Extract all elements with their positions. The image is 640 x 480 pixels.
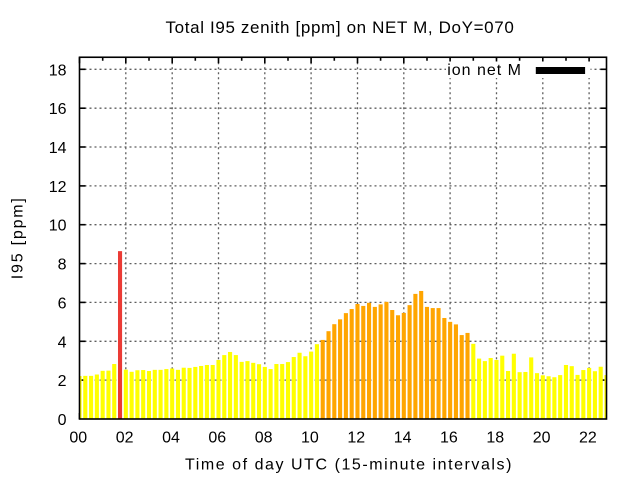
svg-text:Time of day UTC (15-minute int: Time of day UTC (15-minute intervals): [185, 456, 513, 473]
svg-text:8: 8: [58, 257, 67, 274]
svg-text:06: 06: [208, 430, 226, 447]
svg-text:2: 2: [58, 373, 67, 390]
svg-text:0: 0: [58, 412, 67, 429]
svg-text:4: 4: [58, 334, 67, 351]
svg-text:12: 12: [49, 179, 67, 196]
svg-text:18: 18: [49, 62, 67, 79]
svg-text:10: 10: [301, 430, 319, 447]
svg-text:16: 16: [49, 101, 67, 118]
svg-text:14: 14: [49, 140, 67, 157]
svg-text:I95 [ppm]: I95 [ppm]: [9, 196, 26, 279]
svg-text:20: 20: [533, 430, 551, 447]
svg-text:16: 16: [440, 430, 458, 447]
svg-text:18: 18: [486, 430, 504, 447]
svg-text:6: 6: [58, 295, 67, 312]
svg-text:00: 00: [69, 430, 87, 447]
svg-text:10: 10: [49, 218, 67, 235]
svg-text:ion net M: ion net M: [447, 62, 522, 79]
svg-text:02: 02: [116, 430, 134, 447]
svg-text:22: 22: [579, 430, 597, 447]
svg-text:04: 04: [162, 430, 180, 447]
svg-text:14: 14: [394, 430, 412, 447]
svg-text:12: 12: [347, 430, 365, 447]
svg-text:Total I95 zenith [ppm] on NET: Total I95 zenith [ppm] on NET M, DoY=070: [166, 18, 515, 37]
svg-text:08: 08: [255, 430, 273, 447]
